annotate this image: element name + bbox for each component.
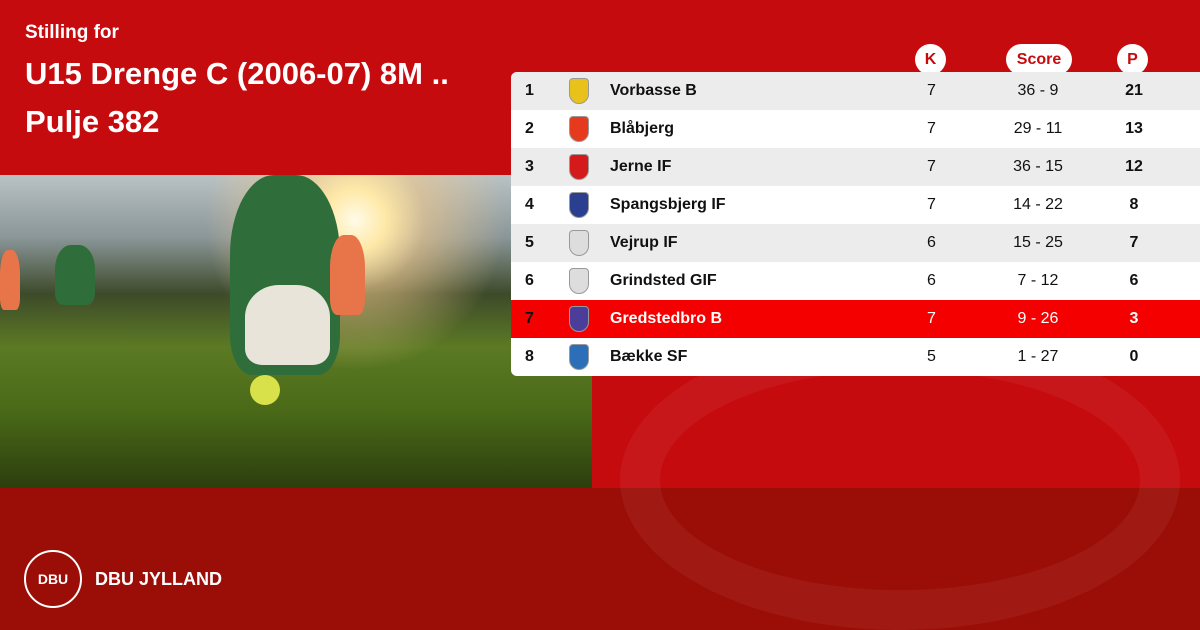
table-row[interactable]: 8 Bække SF 5 1 - 27 0 [511,338,1200,376]
goal-score: 1 - 27 [1017,348,1059,365]
column-header-p: P [1117,44,1148,75]
goal-score: 7 - 12 [1017,272,1059,289]
goal-score: 15 - 25 [1013,234,1063,251]
team-name: Spangsbjerg IF [610,196,726,213]
matches-played: 7 [927,82,936,99]
matches-played: 6 [927,234,936,251]
position: 6 [525,272,534,289]
points: 13 [1125,120,1143,137]
team-name: Bække SF [610,348,688,365]
brand-name: DBU JYLLAND [95,569,223,589]
team-name: Gredstedbro B [610,310,723,327]
matches-played: 7 [927,120,936,137]
team-name: Grindsted GIF [610,272,717,289]
team-logo-icon [569,268,589,294]
position: 1 [525,82,534,99]
table-row[interactable]: 5 Vejrup IF 6 15 - 25 7 [511,224,1200,262]
team-logo-icon [569,192,589,218]
matches-played: 7 [927,158,936,175]
matches-played: 6 [927,272,936,289]
position: 8 [525,348,534,365]
position: 7 [525,310,534,327]
pool-title: Pulje 382 [25,104,160,139]
points: 21 [1125,82,1143,99]
matches-played: 7 [927,310,936,327]
position: 3 [525,158,534,175]
team-logo-icon [569,306,589,332]
goal-score: 14 - 22 [1013,196,1063,213]
points: 8 [1129,196,1139,213]
position: 5 [525,234,534,251]
table-row[interactable]: 2 Blåbjerg 7 29 - 11 13 [511,110,1200,148]
position: 2 [525,120,534,137]
points: 12 [1125,158,1143,175]
dbu-logo: DBU [24,550,82,608]
team-name: Vorbasse B [610,82,697,99]
goal-score: 36 - 9 [1017,82,1059,99]
table-row[interactable]: 4 Spangsbjerg IF 7 14 - 22 8 [511,186,1200,224]
subtitle: Stilling for [25,22,119,43]
column-header-k: K [915,44,946,75]
column-header-score: Score [1006,44,1072,75]
matches-played: 5 [927,348,936,365]
table-row[interactable]: 1 Vorbasse B 7 36 - 9 21 [511,72,1200,110]
page-title: U15 Drenge C (2006-07) 8M .. [25,56,449,91]
team-logo-icon [569,344,589,370]
team-logo-icon [569,78,589,104]
points: 7 [1129,234,1139,251]
points: 3 [1129,310,1139,327]
team-name: Blåbjerg [610,120,675,137]
standings-table: 1 Vorbasse B 7 36 - 9 21 2 Blåbjerg 7 29 - 11 13 3… [511,72,1200,376]
team-logo-icon [569,154,589,180]
goal-score: 29 - 11 [1013,120,1063,137]
goal-score: 36 - 15 [1013,158,1063,175]
team-name: Jerne IF [610,158,672,175]
football-photo [0,175,592,488]
table-row[interactable]: 6 Grindsted GIF 6 7 - 12 6 [511,262,1200,300]
position: 4 [525,196,534,213]
points: 0 [1129,348,1139,365]
points: 6 [1129,272,1139,289]
table-row[interactable]: 3 Jerne IF 7 36 - 15 12 [511,148,1200,186]
team-logo-icon [569,230,589,256]
table-row[interactable]: 7 Gredstedbro B 7 9 - 26 3 [511,300,1200,338]
matches-played: 7 [927,196,936,213]
team-logo-icon [569,116,589,142]
team-name: Vejrup IF [610,234,678,251]
goal-score: 9 - 26 [1017,310,1059,327]
